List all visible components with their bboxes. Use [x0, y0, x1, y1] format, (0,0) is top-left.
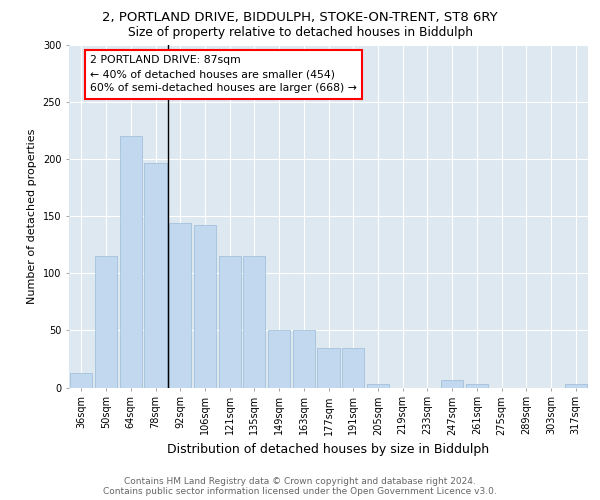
- Bar: [194, 226, 216, 388]
- Text: 2 PORTLAND DRIVE: 87sqm
← 40% of detached houses are smaller (454)
60% of semi-d: 2 PORTLAND DRIVE: 87sqm ← 40% of detache…: [90, 56, 357, 94]
- Bar: [218, 256, 241, 388]
- Y-axis label: Number of detached properties: Number of detached properties: [27, 128, 37, 304]
- X-axis label: Distribution of detached houses by size in Biddulph: Distribution of detached houses by size …: [167, 443, 490, 456]
- Text: Size of property relative to detached houses in Biddulph: Size of property relative to detached ho…: [128, 26, 473, 39]
- Bar: [293, 330, 315, 388]
- Text: 2, PORTLAND DRIVE, BIDDULPH, STOKE-ON-TRENT, ST8 6RY: 2, PORTLAND DRIVE, BIDDULPH, STOKE-ON-TR…: [102, 11, 498, 24]
- Bar: [145, 162, 167, 388]
- Bar: [243, 256, 265, 388]
- Bar: [367, 384, 389, 388]
- Text: Contains HM Land Registry data © Crown copyright and database right 2024.
Contai: Contains HM Land Registry data © Crown c…: [103, 476, 497, 496]
- Bar: [466, 384, 488, 388]
- Bar: [169, 223, 191, 388]
- Bar: [95, 256, 117, 388]
- Bar: [268, 330, 290, 388]
- Bar: [565, 384, 587, 388]
- Bar: [317, 348, 340, 388]
- Bar: [342, 348, 364, 388]
- Bar: [119, 136, 142, 388]
- Bar: [70, 372, 92, 388]
- Bar: [441, 380, 463, 388]
